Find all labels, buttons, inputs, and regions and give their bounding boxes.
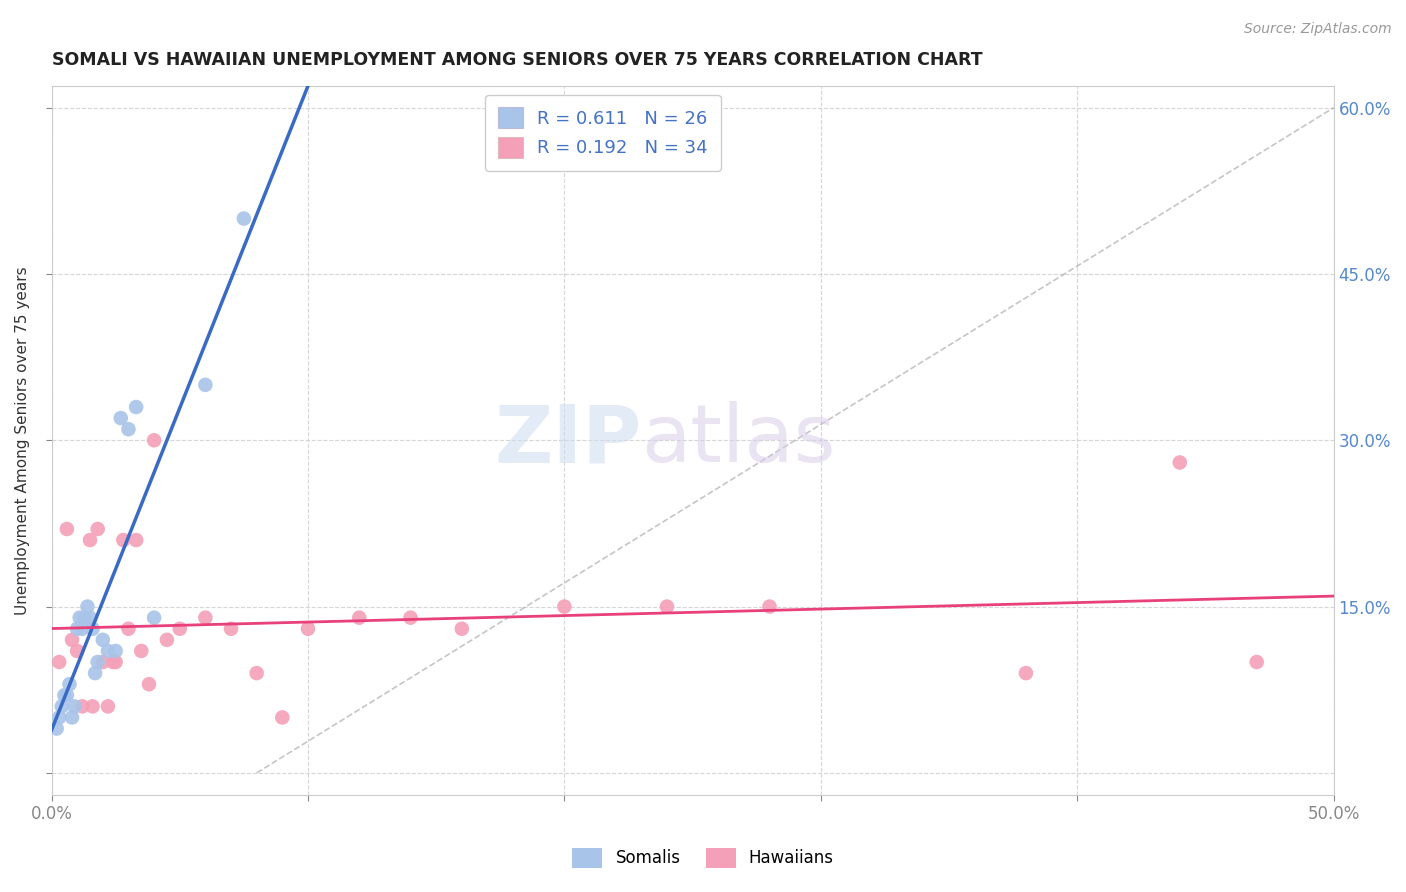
Point (271, 710, 294, 724)
Point (110, 411, 132, 425)
Point (86, 522, 108, 536)
Point (349, 610, 371, 624)
Point (69, 610, 91, 624)
Point (112, 533, 135, 547)
Point (129, 644, 152, 658)
Point (45, 722, 67, 736)
Y-axis label: Unemployment Among Seniors over 75 years: Unemployment Among Seniors over 75 years (15, 266, 30, 615)
Point (73, 610, 96, 624)
Point (82, 699, 104, 714)
Point (97, 644, 120, 658)
Point (553, 599, 575, 614)
Point (104, 655, 127, 669)
Point (84, 666, 107, 681)
Point (1015, 666, 1038, 681)
Point (48, 655, 70, 669)
Point (156, 632, 179, 647)
Point (72, 622, 94, 636)
Point (101, 655, 124, 669)
Point (72, 699, 94, 714)
Point (194, 377, 217, 392)
Point (79, 610, 101, 624)
Point (1246, 655, 1268, 669)
Point (91, 632, 114, 647)
Point (138, 677, 160, 691)
Point (125, 533, 148, 547)
Point (66, 622, 89, 636)
Point (86, 655, 108, 669)
Text: Source: ZipAtlas.com: Source: ZipAtlas.com (1244, 22, 1392, 37)
Text: SOMALI VS HAWAIIAN UNEMPLOYMENT AMONG SENIORS OVER 75 YEARS CORRELATION CHART: SOMALI VS HAWAIIAN UNEMPLOYMENT AMONG SE… (52, 51, 983, 69)
Point (1168, 455, 1191, 469)
Point (232, 211, 254, 226)
Point (48, 710, 70, 724)
Text: atlas: atlas (641, 401, 835, 479)
Point (56, 688, 79, 702)
Point (169, 622, 191, 636)
Point (655, 599, 678, 614)
Point (63, 699, 86, 714)
Point (60, 632, 83, 647)
Point (79, 533, 101, 547)
Point (104, 644, 127, 658)
Point (117, 622, 139, 636)
Text: ZIP: ZIP (494, 401, 641, 479)
Point (758, 599, 780, 614)
Point (246, 666, 269, 681)
Point (450, 622, 472, 636)
Legend: Somalis, Hawaiians: Somalis, Hawaiians (565, 841, 841, 875)
Point (53, 688, 76, 702)
Legend: R = 0.611   N = 26, R = 0.192   N = 34: R = 0.611 N = 26, R = 0.192 N = 34 (485, 95, 721, 170)
Point (143, 434, 166, 448)
Point (58, 677, 80, 691)
Point (60, 710, 83, 724)
Point (76, 599, 98, 614)
Point (219, 622, 242, 636)
Point (117, 422, 139, 436)
Point (66, 644, 89, 658)
Point (125, 400, 148, 414)
Point (399, 610, 422, 624)
Point (91, 655, 114, 669)
Point (297, 622, 319, 636)
Point (56, 522, 79, 536)
Point (194, 610, 217, 624)
Point (97, 699, 120, 714)
Point (51, 699, 73, 714)
Point (82, 622, 104, 636)
Point (143, 610, 166, 624)
